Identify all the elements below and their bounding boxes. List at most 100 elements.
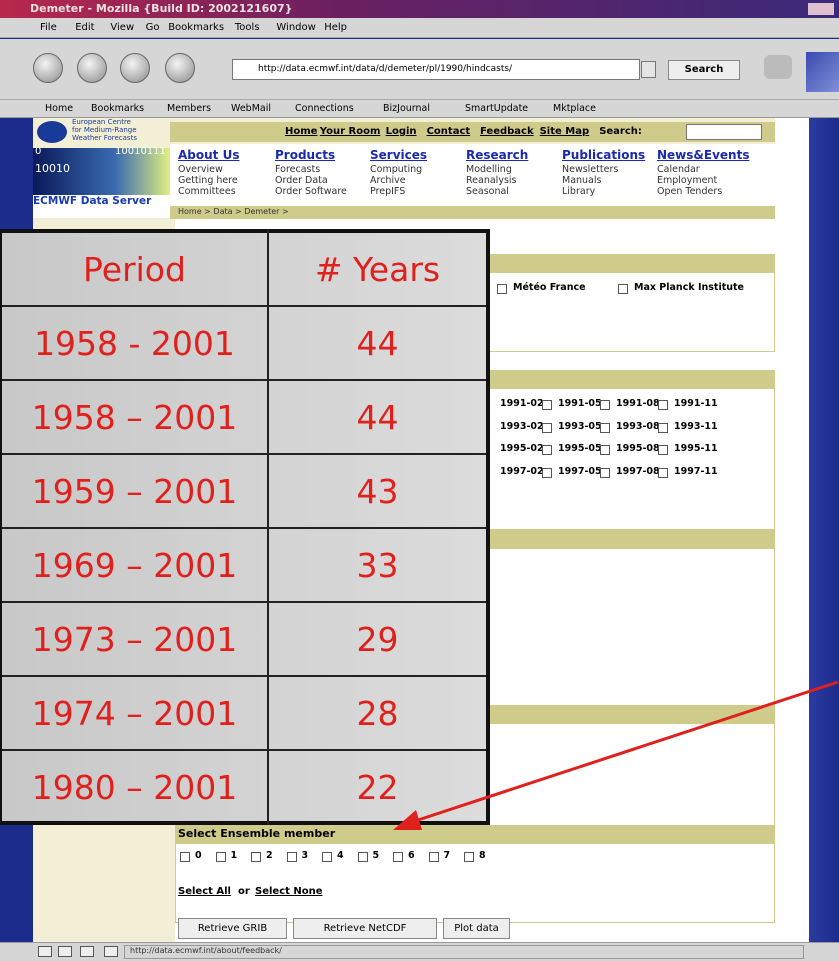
table-cell: 1974 – 2001: [2, 677, 267, 751]
top-link[interactable]: Site Map: [539, 126, 590, 137]
menu-link[interactable]: Order Software: [275, 186, 347, 197]
checkbox[interactable]: [428, 852, 439, 862]
checkbox[interactable]: [658, 445, 668, 455]
date-label: 1991-08: [616, 398, 660, 409]
menu-heading[interactable]: News&Events: [657, 148, 750, 162]
menu-heading[interactable]: Publications: [562, 148, 646, 162]
status-url: http://data.ecmwf.int/about/feedback/: [130, 946, 282, 955]
top-link[interactable]: Feedback: [480, 126, 534, 137]
menu-link[interactable]: Calendar: [657, 164, 700, 175]
top-links-strip: [170, 122, 775, 142]
menu-item[interactable]: File: [40, 22, 57, 33]
menu-item[interactable]: Go: [145, 22, 160, 33]
checkbox[interactable]: [464, 852, 474, 862]
ensemble-title: Select Ensemble member: [178, 827, 336, 840]
top-link[interactable]: Your Room: [319, 126, 381, 137]
menu-heading[interactable]: Products: [275, 148, 336, 162]
status-icon[interactable]: [104, 946, 118, 957]
top-link[interactable]: Home: [285, 126, 318, 137]
checkbox[interactable]: [658, 400, 668, 410]
menu-item[interactable]: Tools: [234, 22, 260, 33]
checkbox[interactable]: [322, 852, 332, 862]
menu-link[interactable]: Open Tenders: [657, 186, 723, 197]
checkbox[interactable]: [393, 852, 403, 862]
checkbox[interactable]: [542, 445, 552, 455]
url-text[interactable]: http://data.ecmwf.int/data/d/demeter/pl/…: [258, 64, 513, 74]
bookmark[interactable]: Bookmarks: [91, 103, 145, 114]
checkbox[interactable]: [286, 852, 297, 862]
checkbox[interactable]: [180, 852, 190, 862]
menu-link[interactable]: Seasonal: [466, 186, 509, 197]
nav-button[interactable]: [120, 53, 150, 83]
bookmark[interactable]: BizJournal: [383, 103, 430, 114]
menu-link[interactable]: Committees: [178, 186, 236, 197]
checkbox[interactable]: [542, 400, 552, 410]
menu-link[interactable]: Reanalysis: [466, 175, 517, 186]
checkbox[interactable]: [658, 467, 668, 478]
checkbox[interactable]: [215, 852, 226, 862]
member-label: 1: [230, 850, 238, 861]
checkbox[interactable]: [357, 852, 368, 862]
top-link[interactable]: Login: [385, 126, 417, 137]
checkbox[interactable]: [618, 284, 628, 294]
menu-heading[interactable]: Research: [466, 148, 529, 162]
dropdown-button[interactable]: [641, 61, 656, 78]
menu-link[interactable]: Newsletters: [562, 164, 619, 175]
menu-item[interactable]: Edit: [75, 22, 95, 33]
nav-button[interactable]: [77, 53, 107, 83]
status-icon[interactable]: [80, 946, 94, 957]
form-button[interactable]: Retrieve NetCDF: [293, 918, 437, 939]
menu-item[interactable]: Window: [276, 22, 316, 33]
status-icon[interactable]: [38, 946, 52, 957]
table-cell: 44: [269, 307, 486, 381]
search-input[interactable]: [686, 124, 762, 140]
menu-item[interactable]: View: [110, 22, 135, 33]
throbber: [806, 52, 839, 92]
bookmark[interactable]: Members: [167, 103, 212, 114]
bookmark[interactable]: Connections: [295, 103, 354, 114]
select-none[interactable]: Select None: [255, 886, 323, 897]
menu-link[interactable]: Order Data: [275, 175, 328, 186]
member-label: 2: [266, 850, 273, 861]
menu-link[interactable]: Computing: [370, 164, 423, 175]
menu-link[interactable]: Employment: [657, 175, 718, 186]
menu-link[interactable]: Forecasts: [275, 164, 321, 175]
form-button[interactable]: Plot data: [443, 918, 510, 939]
checkbox[interactable]: [600, 445, 610, 455]
form-button[interactable]: Retrieve GRIB: [178, 918, 287, 939]
table-cell: 1980 – 2001: [31, 768, 238, 807]
menu-heading[interactable]: About Us: [178, 148, 240, 162]
menu-link[interactable]: Archive: [370, 175, 406, 186]
checkbox[interactable]: [600, 400, 610, 410]
menu-link[interactable]: PrepIFS: [370, 186, 406, 197]
nav-button[interactable]: [33, 53, 63, 83]
bookmark[interactable]: Home: [45, 103, 74, 114]
bookmark[interactable]: Mktplace: [553, 103, 596, 114]
menu-item[interactable]: Help: [324, 22, 347, 33]
status-icon[interactable]: [58, 946, 72, 957]
checkbox[interactable]: [600, 467, 610, 478]
table-header: Period: [2, 233, 267, 307]
bookmark[interactable]: WebMail: [231, 103, 272, 114]
checkbox[interactable]: [251, 852, 261, 862]
select-all[interactable]: Select All: [178, 886, 231, 897]
menu-link[interactable]: Getting here: [178, 175, 238, 186]
member-label: 0: [195, 850, 202, 861]
checkbox[interactable]: [542, 467, 552, 478]
menu-item[interactable]: Bookmarks: [168, 22, 225, 33]
checkbox[interactable]: [497, 284, 507, 294]
breadcrumb-bar: [170, 206, 775, 219]
top-link[interactable]: Contact: [426, 126, 471, 137]
bookmark[interactable]: SmartUpdate: [465, 103, 529, 114]
checkbox[interactable]: [542, 422, 552, 433]
nav-button[interactable]: [165, 53, 195, 83]
menu-link[interactable]: Overview: [178, 164, 223, 175]
checkbox[interactable]: [658, 422, 668, 433]
menu-link[interactable]: Library: [562, 186, 596, 197]
menu-heading[interactable]: Services: [370, 148, 428, 162]
checkbox[interactable]: [600, 422, 610, 433]
menu-link[interactable]: Manuals: [562, 175, 602, 186]
menu-link[interactable]: Modelling: [466, 164, 512, 175]
search-button[interactable]: Search: [668, 60, 740, 80]
